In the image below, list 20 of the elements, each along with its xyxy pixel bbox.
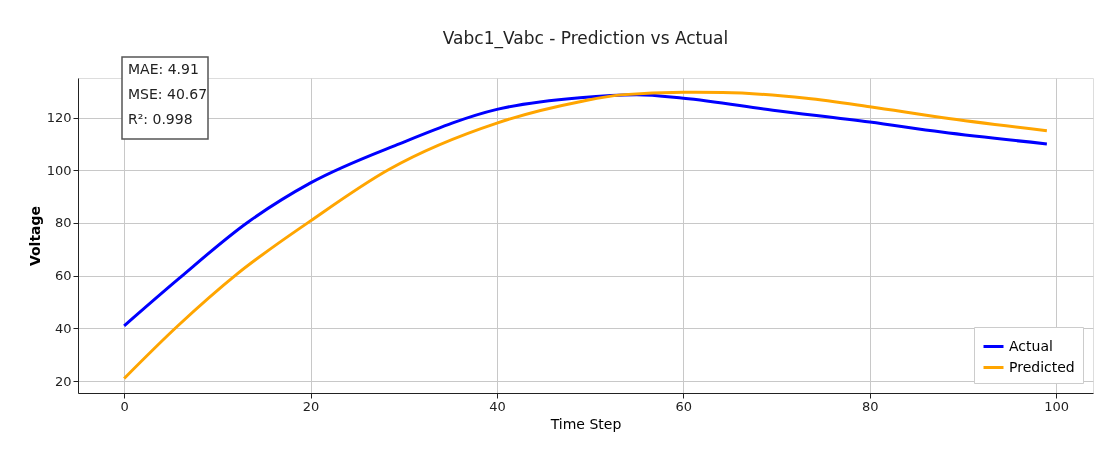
y-tick-label: 120 xyxy=(46,110,72,126)
x-axis-title: Time Step xyxy=(549,415,622,432)
annotation: MSE: 40.67 xyxy=(128,86,208,102)
legend-label: Actual xyxy=(1009,337,1053,354)
legend-label: Predicted xyxy=(1009,358,1075,375)
chart-title: Vabc1_Vabc - Prediction vs Actual xyxy=(442,28,729,50)
x-tick-label: 20 xyxy=(302,398,320,414)
x-tick-label: 60 xyxy=(675,398,693,414)
x-tick-label: 80 xyxy=(862,398,879,414)
annotation: R²: 0.998 xyxy=(128,111,193,127)
y-tick-label: 60 xyxy=(54,268,72,284)
x-tick-label: 0 xyxy=(120,398,129,414)
y-tick-label: 40 xyxy=(54,320,72,336)
y-tick-label: 20 xyxy=(54,373,72,389)
x-tick-label: 100 xyxy=(1044,398,1070,414)
y-tick-label: 100 xyxy=(46,162,72,178)
text: MAE: 4.91 xyxy=(128,61,199,77)
x-tick-label: 40 xyxy=(489,398,506,414)
y-axis-title: Voltage xyxy=(26,205,43,267)
y-tick-label: 80 xyxy=(54,215,72,231)
